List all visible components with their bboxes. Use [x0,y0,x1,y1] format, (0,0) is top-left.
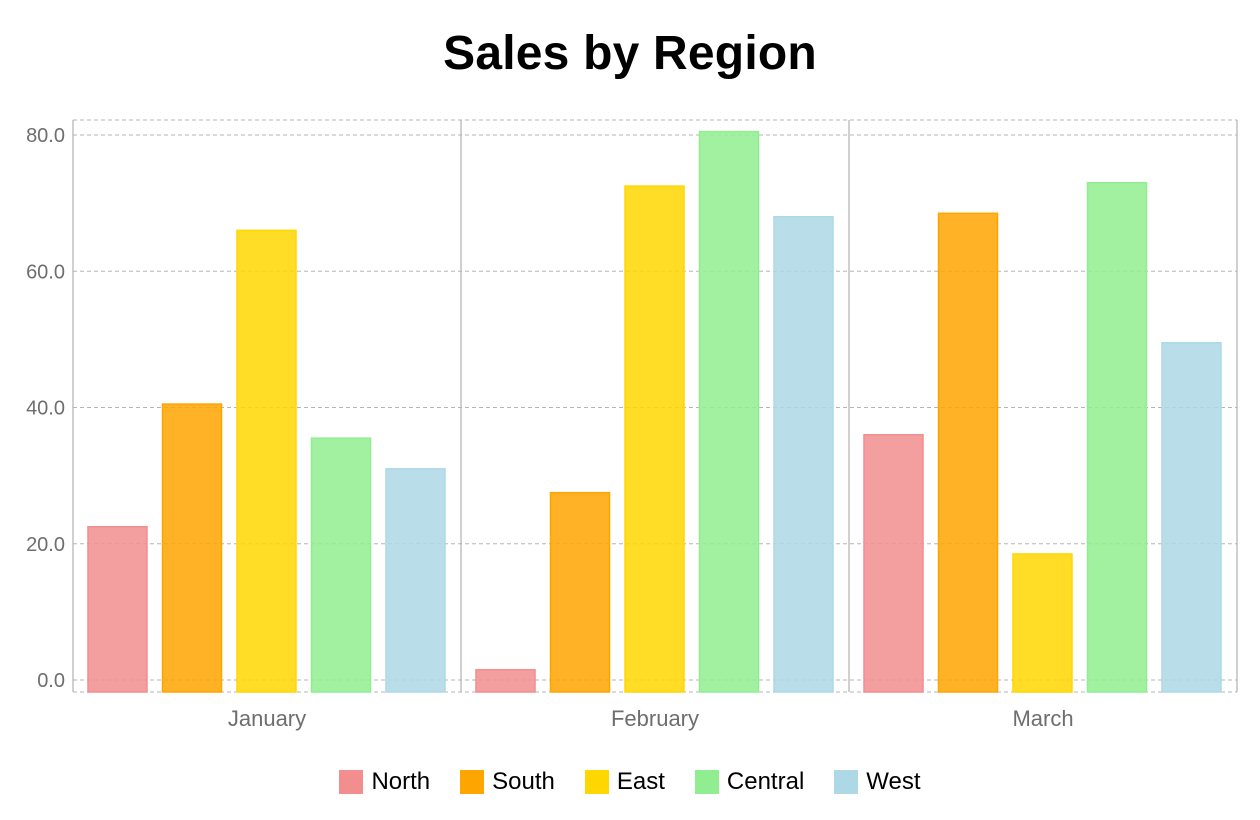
bar-east-february [624,185,685,693]
legend-label: South [492,768,555,795]
legend-item-north: North [339,768,430,796]
legend: North South East Central West [0,762,1260,802]
bar-north-february [475,669,536,693]
bar-west-march [1161,342,1222,693]
chart-title: Sales by Region [443,27,817,80]
y-tick-label: 20.0 [26,534,65,556]
y-tick-label: 80.0 [26,125,65,147]
y-tick-label: 60.0 [26,261,65,283]
plot-frame [72,120,1238,692]
bar-south-march [937,212,999,693]
legend-item-east: East [584,768,665,796]
bar-north-march [863,434,924,693]
y-tick-label: 40.0 [26,398,65,420]
bar-east-january [236,229,297,693]
bar-west-january [385,468,446,693]
legend-label: East [616,768,665,795]
bar-west-february [773,216,834,693]
legend-swatch [584,770,609,794]
x-axis-ticks: January February March [228,706,1074,731]
legend-item-south: South [460,768,555,796]
legend-item-central: Central [694,768,805,796]
legend-swatch [694,770,719,794]
legend-label: Central [726,768,805,795]
legend-label: North [371,768,431,795]
bars [87,130,1222,693]
bar-south-january [161,403,223,693]
legend-swatch [834,770,859,794]
legend-swatch [339,770,364,794]
legend-item-west: West [834,768,921,796]
x-category-label: January [228,706,306,731]
x-category-label: March [1012,706,1073,731]
bar-south-february [549,491,611,693]
bar-central-january [310,437,372,693]
y-tick-label: 0.0 [37,670,65,692]
bar-east-march [1012,553,1073,693]
bar-central-march [1086,181,1148,693]
legend-swatch [460,770,485,794]
x-category-label: February [611,706,699,731]
legend-label: West [866,768,921,795]
bar-north-january [87,525,148,693]
bar-central-february [698,130,760,693]
y-axis-ticks: 0.0 20.0 40.0 60.0 80.0 [26,125,65,692]
